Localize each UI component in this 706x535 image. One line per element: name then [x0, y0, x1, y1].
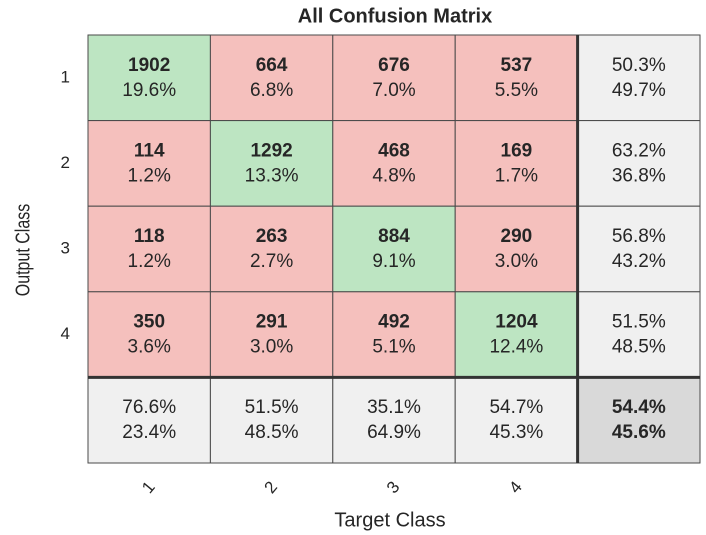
cell	[454, 205, 579, 293]
y-axis-label: Output Class	[12, 204, 34, 296]
cell-count: 537	[501, 55, 533, 76]
chart-title: All Confusion Matrix	[298, 5, 492, 27]
summary-incorrect: 64.9%	[367, 422, 421, 443]
cell	[209, 291, 334, 378]
cell-percent: 12.4%	[489, 337, 543, 358]
cell	[209, 205, 334, 293]
cell-count: 114	[134, 140, 165, 161]
cell-percent: 5.1%	[372, 337, 415, 358]
cell	[577, 376, 701, 464]
cell	[577, 120, 701, 207]
cell	[332, 34, 456, 122]
cell-percent: 13.3%	[245, 165, 299, 186]
x-axis-label: Target Class	[334, 509, 445, 531]
cell-count: 1902	[128, 55, 170, 76]
cell	[454, 34, 579, 122]
summary-incorrect: 36.8%	[612, 165, 666, 186]
summary-correct: 50.3%	[612, 55, 666, 76]
cell-percent: 7.0%	[372, 80, 415, 101]
summary-correct: 63.2%	[612, 140, 666, 161]
cell-count: 884	[378, 226, 410, 247]
summary-incorrect: 48.5%	[612, 337, 666, 358]
cell-count: 350	[133, 312, 165, 333]
cell-percent: 1.7%	[495, 165, 538, 186]
cell	[332, 376, 456, 464]
cell	[209, 120, 334, 207]
summary-incorrect: 49.7%	[612, 80, 666, 101]
cell-count: 492	[378, 312, 410, 333]
cell-percent: 6.8%	[250, 80, 293, 101]
cell	[332, 291, 456, 378]
cell-count: 263	[256, 226, 288, 247]
cell-count: 1204	[495, 312, 538, 333]
x-tick-label: 4	[505, 478, 526, 497]
summary-correct: 54.4%	[612, 397, 666, 418]
summary-correct: 51.5%	[612, 312, 666, 333]
summary-incorrect: 48.5%	[245, 422, 299, 443]
cell-percent: 1.2%	[128, 251, 171, 272]
y-tick-label: 4	[61, 324, 70, 343]
cell	[87, 291, 211, 378]
cell-count: 468	[378, 140, 410, 161]
summary-incorrect: 45.6%	[612, 422, 666, 443]
cell	[209, 34, 334, 122]
cell	[87, 376, 211, 464]
cell-percent: 3.0%	[250, 337, 293, 358]
cell-count: 664	[256, 55, 288, 76]
cell-percent: 3.6%	[128, 337, 171, 358]
summary-correct: 51.5%	[245, 397, 299, 418]
cell-count: 676	[378, 55, 410, 76]
cell-count: 169	[501, 140, 533, 161]
x-tick-label: 3	[383, 478, 404, 497]
cell-percent: 9.1%	[372, 251, 415, 272]
x-tick-label: 2	[261, 478, 282, 497]
cell-percent: 19.6%	[122, 80, 176, 101]
cell	[87, 205, 211, 293]
cell-count: 291	[256, 312, 288, 333]
cell	[454, 120, 579, 207]
cell	[87, 120, 211, 207]
y-tick-label: 3	[61, 238, 70, 257]
x-tick-label: 1	[138, 478, 159, 497]
summary-incorrect: 23.4%	[122, 422, 176, 443]
cell-percent: 3.0%	[495, 251, 538, 272]
cell	[209, 376, 334, 464]
y-tick-label: 1	[61, 67, 70, 86]
summary-correct: 35.1%	[367, 397, 421, 418]
cell	[454, 376, 579, 464]
cell-percent: 1.2%	[128, 165, 171, 186]
summary-correct: 76.6%	[122, 397, 176, 418]
cell	[577, 34, 701, 122]
cell	[577, 205, 701, 293]
cell-percent: 5.5%	[495, 80, 538, 101]
cell	[87, 34, 211, 122]
cell-percent: 4.8%	[372, 165, 415, 186]
cell	[332, 205, 456, 293]
cell	[454, 291, 579, 378]
cell-count: 118	[134, 226, 165, 247]
cell	[577, 291, 701, 378]
summary-correct: 54.7%	[489, 397, 543, 418]
cell-count: 290	[501, 226, 533, 247]
summary-correct: 56.8%	[612, 226, 666, 247]
cell-count: 1292	[250, 140, 292, 161]
cell-percent: 2.7%	[250, 251, 293, 272]
summary-incorrect: 45.3%	[489, 422, 543, 443]
summary-incorrect: 43.2%	[612, 251, 666, 272]
cell	[332, 120, 456, 207]
y-tick-label: 2	[61, 153, 70, 172]
